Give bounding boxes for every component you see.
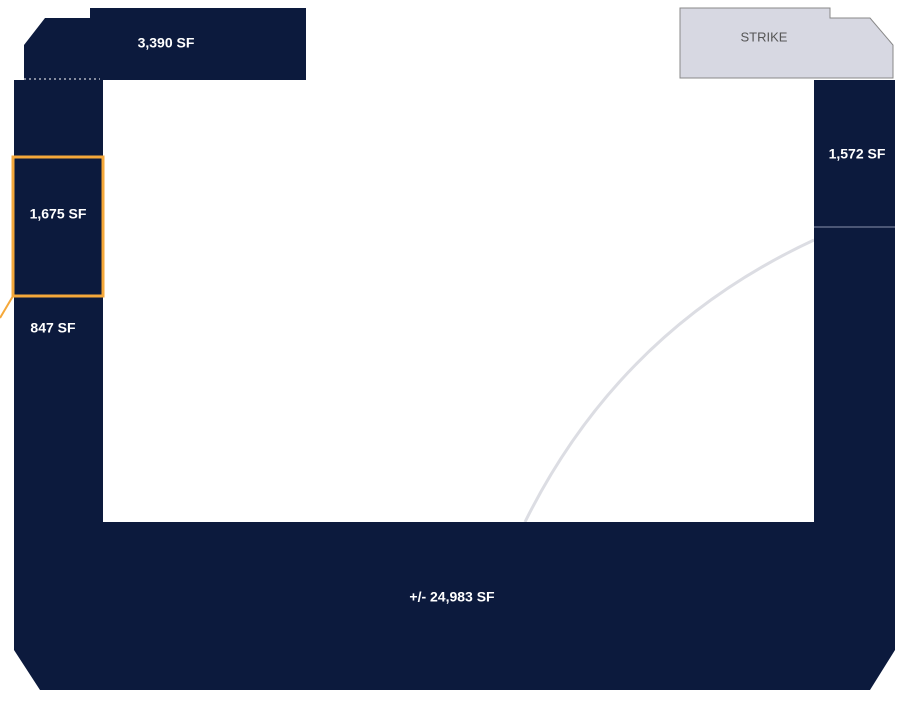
unit-label: STRIKE <box>741 29 788 44</box>
highlight <box>11 155 105 298</box>
unit-label: 1,675 SF <box>30 206 87 222</box>
unit-strike <box>679 7 894 79</box>
unit-3390 <box>24 8 306 80</box>
unit-label: +/- 24,983 SF <box>409 589 495 605</box>
unit-label: 1,572 SF <box>829 146 886 162</box>
curve <box>523 238 815 523</box>
unit-label: 847 SF <box>30 320 76 336</box>
main-building <box>14 80 895 690</box>
unit-label: 3,390 SF <box>138 35 195 51</box>
leader <box>0 295 14 319</box>
